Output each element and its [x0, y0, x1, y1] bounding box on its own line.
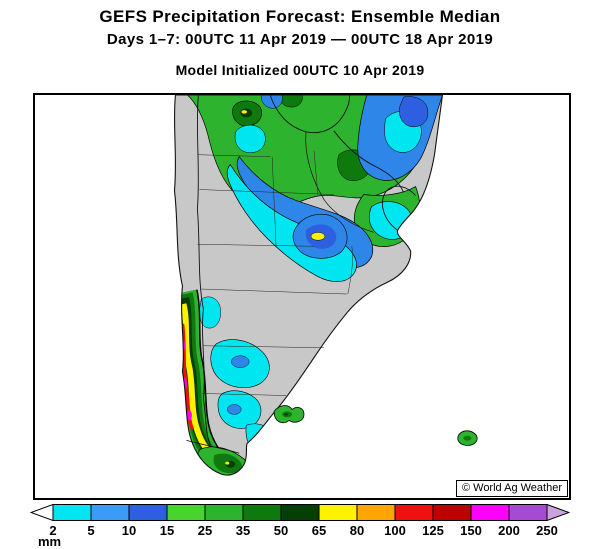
legend-tick: 10 [121, 523, 137, 538]
south-georgia-island [457, 430, 478, 446]
falkland-islands [273, 405, 305, 424]
model-init-line: Model Initialized 00UTC 10 Apr 2019 [175, 62, 425, 78]
legend-tick: 150 [460, 523, 482, 538]
legend-tick: 15 [159, 523, 175, 538]
precip-legend: 2 5 10 15 25 35 50 65 80 100 125 150 200 250 mm [29, 503, 571, 549]
legend-tick: 100 [384, 523, 406, 538]
legend-tick: 2 [49, 523, 57, 538]
legend-colorbar [29, 503, 571, 522]
province-borders [197, 150, 353, 396]
legend-tick: 35 [235, 523, 251, 538]
legend-tick: 50 [273, 523, 289, 538]
legend-tick: 250 [536, 523, 558, 538]
legend-unit-label: mm [38, 534, 62, 549]
legend-tick: 125 [422, 523, 444, 538]
legend-ticks: 2 5 10 15 25 35 50 65 80 100 125 150 200 250 [30, 521, 570, 538]
legend-tick: 25 [197, 523, 213, 538]
page-title: GEFS Precipitation Forecast: Ensemble Me… [99, 7, 501, 26]
watermark: © World Ag Weather [455, 480, 568, 497]
map-svg [173, 95, 478, 476]
legend-tick: 200 [498, 523, 520, 538]
legend-tick: 65 [311, 523, 327, 538]
legend-tick: 5 [87, 523, 95, 538]
forecast-map: © World Ag Weather [33, 93, 571, 500]
legend-tick: 80 [349, 523, 365, 538]
coastline [173, 95, 444, 476]
legend-colorbar-svg [29, 503, 571, 522]
country-borders [186, 95, 416, 454]
forecast-period-subtitle: Days 1–7: 00UTC 11 Apr 2019 — 00UTC 18 A… [106, 31, 494, 48]
